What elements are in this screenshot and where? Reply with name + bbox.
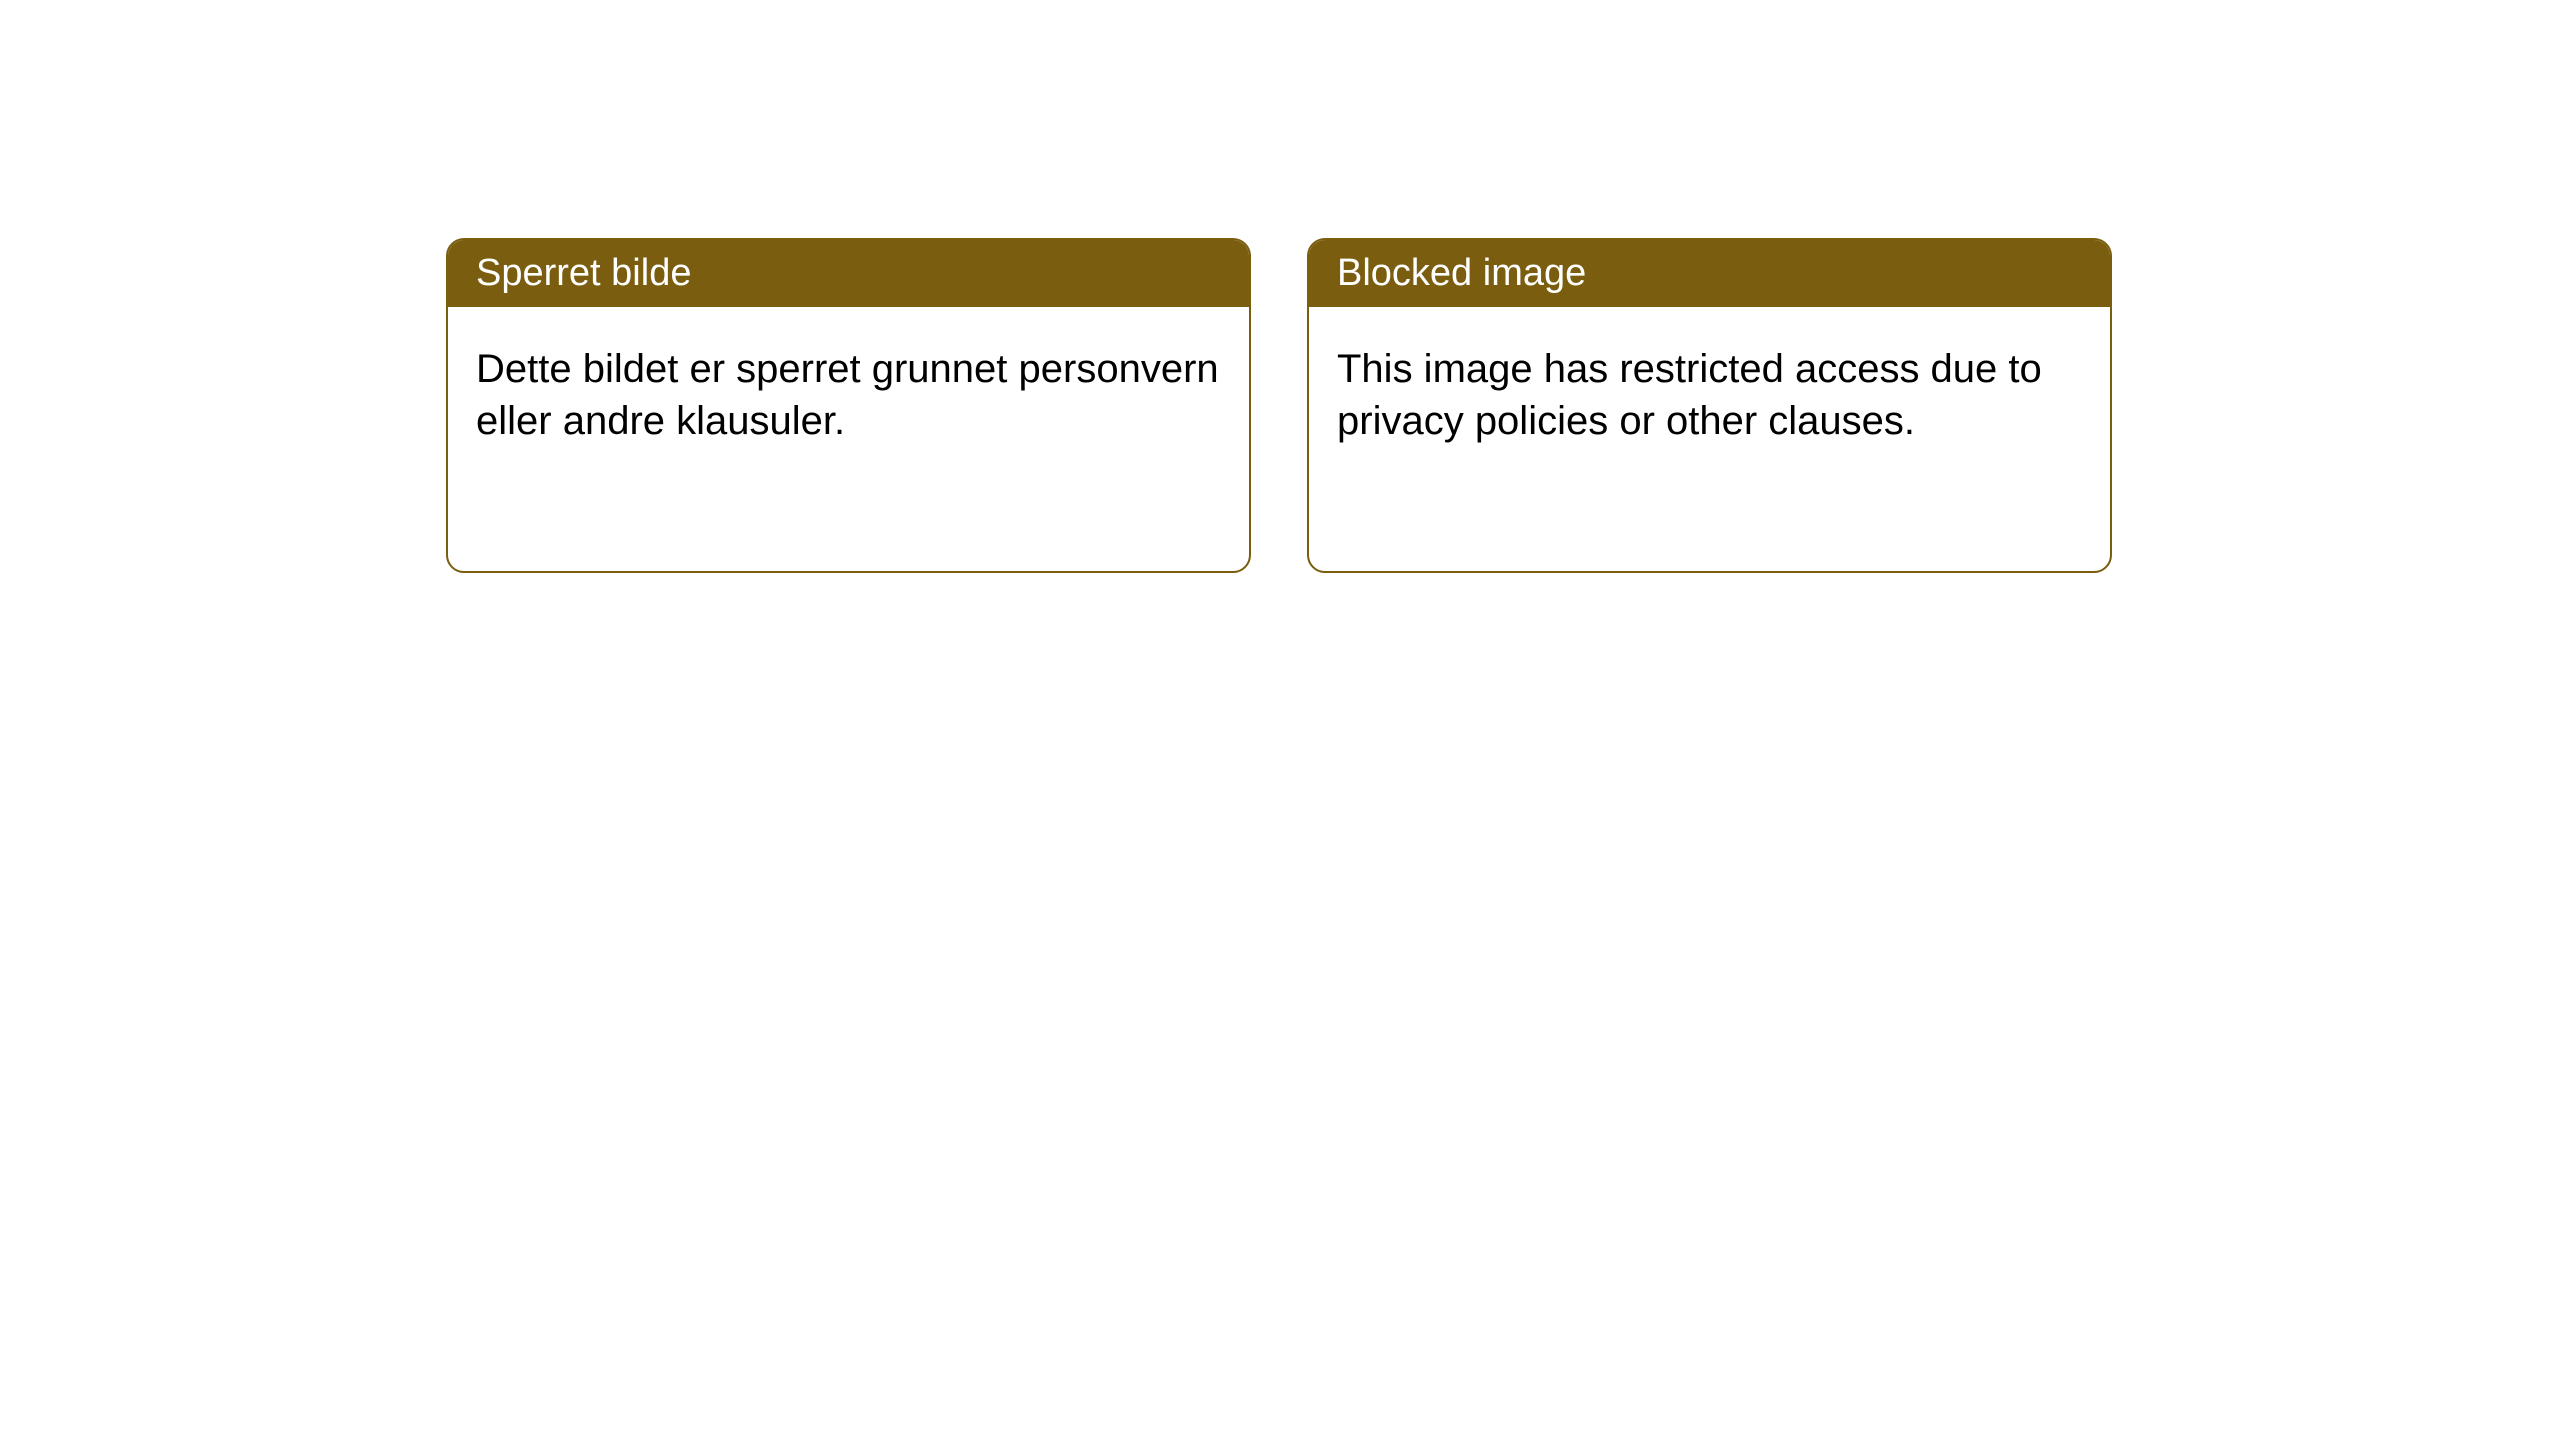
notice-card-norwegian: Sperret bilde Dette bildet er sperret gr… bbox=[446, 238, 1251, 573]
notice-header: Sperret bilde bbox=[448, 240, 1249, 307]
notice-body: This image has restricted access due to … bbox=[1309, 307, 2110, 483]
notice-body: Dette bildet er sperret grunnet personve… bbox=[448, 307, 1249, 483]
notice-text: This image has restricted access due to … bbox=[1337, 347, 2042, 443]
notice-title: Blocked image bbox=[1337, 252, 1586, 294]
notice-text: Dette bildet er sperret grunnet personve… bbox=[476, 347, 1219, 443]
notice-container: Sperret bilde Dette bildet er sperret gr… bbox=[446, 238, 2112, 573]
notice-header: Blocked image bbox=[1309, 240, 2110, 307]
notice-card-english: Blocked image This image has restricted … bbox=[1307, 238, 2112, 573]
notice-title: Sperret bilde bbox=[476, 252, 691, 294]
